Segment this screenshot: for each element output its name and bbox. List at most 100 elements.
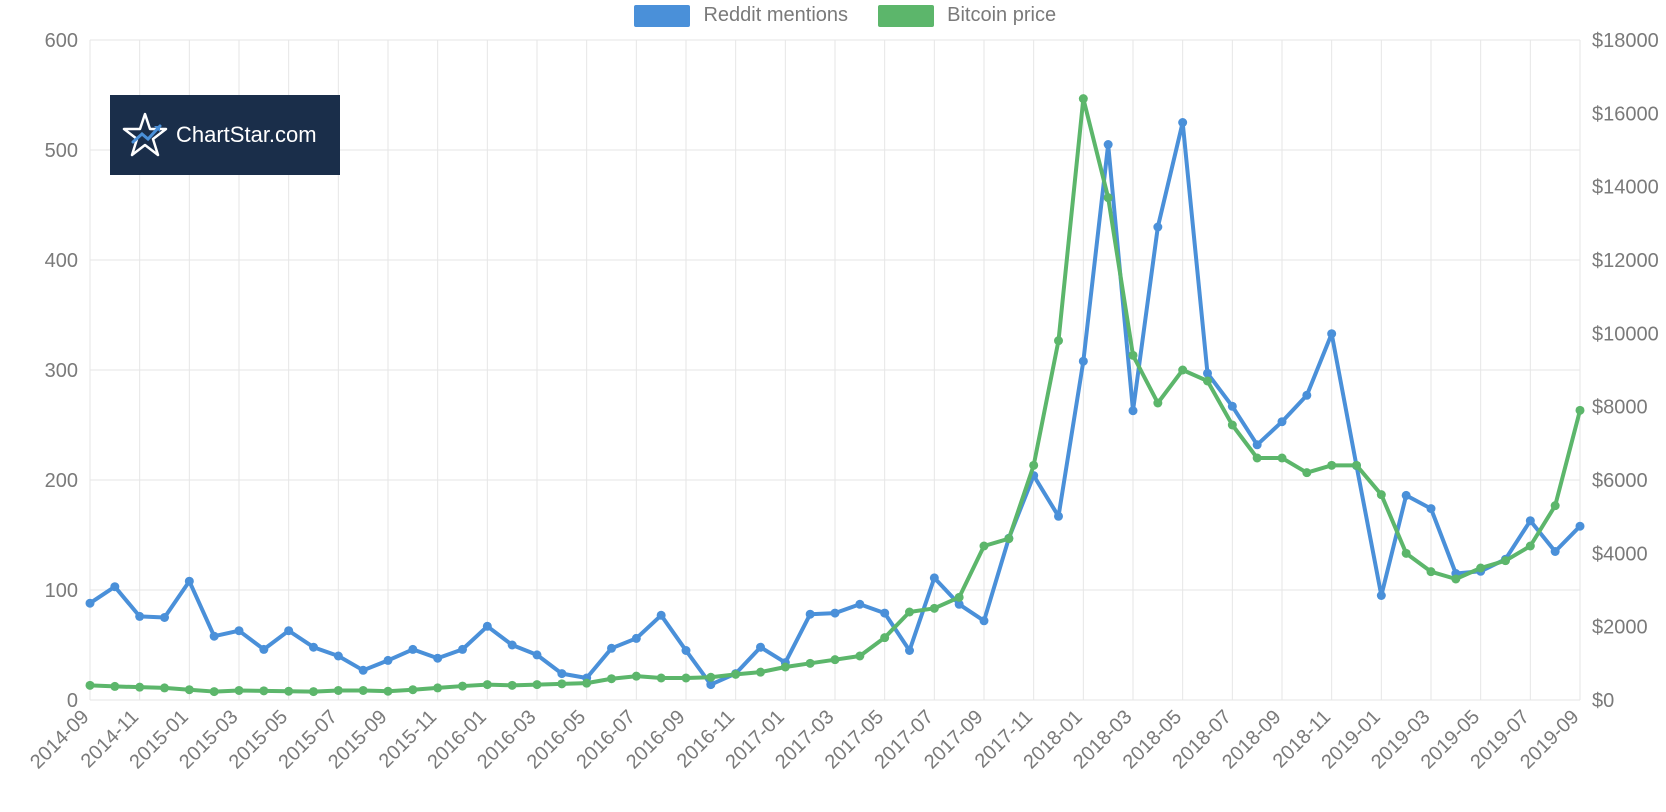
series-marker [508, 641, 517, 650]
y-right-tick-label: $12000 [1592, 250, 1659, 272]
series-marker [1004, 534, 1013, 543]
series-marker [607, 644, 616, 653]
series-marker [1153, 223, 1162, 232]
series-marker [1476, 564, 1485, 573]
series-marker [706, 673, 715, 682]
series-marker [1551, 547, 1560, 556]
series-marker [1302, 468, 1311, 477]
series-marker [359, 686, 368, 695]
series-marker [905, 608, 914, 617]
series-marker [160, 613, 169, 622]
series-marker [930, 604, 939, 613]
series-marker [110, 682, 119, 691]
series-marker [1501, 556, 1510, 565]
series-marker [731, 670, 740, 679]
series-marker [1302, 391, 1311, 400]
series-marker [1129, 406, 1138, 415]
series-marker [1576, 406, 1585, 415]
series-marker [86, 599, 95, 608]
series-marker [1178, 366, 1187, 375]
y-right-tick-label: $2000 [1592, 617, 1648, 639]
series-marker [1228, 421, 1237, 430]
y-right-tick-label: $4000 [1592, 543, 1648, 565]
series-marker [880, 633, 889, 642]
series-marker [384, 687, 393, 696]
series-marker [1352, 461, 1361, 470]
series-marker [806, 659, 815, 668]
legend-label-reddit: Reddit mentions [703, 4, 848, 26]
series-marker [284, 626, 293, 635]
legend: Reddit mentions Bitcoin price [0, 4, 1666, 27]
series-marker [1203, 377, 1212, 386]
series-marker [210, 687, 219, 696]
series-marker [905, 646, 914, 655]
series-marker [483, 622, 492, 631]
series-marker [1253, 454, 1262, 463]
series-marker [458, 645, 467, 654]
series-marker [1377, 591, 1386, 600]
series-marker [955, 593, 964, 602]
chart-container: Reddit mentions Bitcoin price 0100200300… [0, 0, 1666, 812]
series-marker [334, 652, 343, 661]
legend-swatch-reddit [634, 5, 690, 27]
series-marker [508, 681, 517, 690]
series-marker [1327, 329, 1336, 338]
y-left-tick-label: 200 [45, 470, 78, 492]
series-marker [309, 643, 318, 652]
y-right-tick-label: $16000 [1592, 103, 1659, 125]
series-marker [1253, 440, 1262, 449]
series-marker [1278, 417, 1287, 426]
series-marker [657, 611, 666, 620]
series-marker [1526, 516, 1535, 525]
series-marker [682, 646, 691, 655]
series-marker [756, 668, 765, 677]
series-marker [235, 686, 244, 695]
chartstar-logo: ChartStar.com [110, 95, 340, 175]
series-marker [284, 687, 293, 696]
series-marker [607, 674, 616, 683]
series-marker [1576, 522, 1585, 531]
series-marker [185, 685, 194, 694]
series-marker [483, 680, 492, 689]
y-left-tick-label: 500 [45, 140, 78, 162]
series-marker [1526, 542, 1535, 551]
series-marker [408, 645, 417, 654]
series-marker [781, 663, 790, 672]
legend-label-bitcoin: Bitcoin price [947, 4, 1056, 26]
series-marker [86, 681, 95, 690]
series-marker [980, 616, 989, 625]
series-marker [1153, 399, 1162, 408]
series-marker [831, 609, 840, 618]
series-marker [135, 612, 144, 621]
series-marker [235, 626, 244, 635]
series-marker [1178, 118, 1187, 127]
series-marker [657, 674, 666, 683]
star-arrow-icon [122, 112, 168, 158]
series-marker [135, 683, 144, 692]
series-marker [582, 679, 591, 688]
series-marker [1129, 351, 1138, 360]
series-marker [1079, 357, 1088, 366]
y-right-tick-label: $0 [1592, 690, 1614, 712]
series-marker [1228, 402, 1237, 411]
series-marker [1278, 454, 1287, 463]
series-marker [1029, 461, 1038, 470]
series-marker [1402, 491, 1411, 500]
series-marker [384, 656, 393, 665]
series-marker [1054, 512, 1063, 521]
series-marker [831, 655, 840, 664]
series-marker [259, 686, 268, 695]
series-marker [682, 674, 691, 683]
series-marker [359, 666, 368, 675]
series-marker [1079, 94, 1088, 103]
series-marker [855, 600, 864, 609]
y-right-tick-label: $18000 [1592, 30, 1659, 52]
series-marker [533, 650, 542, 659]
series-marker [855, 652, 864, 661]
series-marker [1427, 504, 1436, 513]
series-marker [1104, 140, 1113, 149]
legend-swatch-bitcoin [878, 5, 934, 27]
y-left-tick-label: 300 [45, 360, 78, 382]
series-marker [110, 582, 119, 591]
series-marker [1327, 461, 1336, 470]
